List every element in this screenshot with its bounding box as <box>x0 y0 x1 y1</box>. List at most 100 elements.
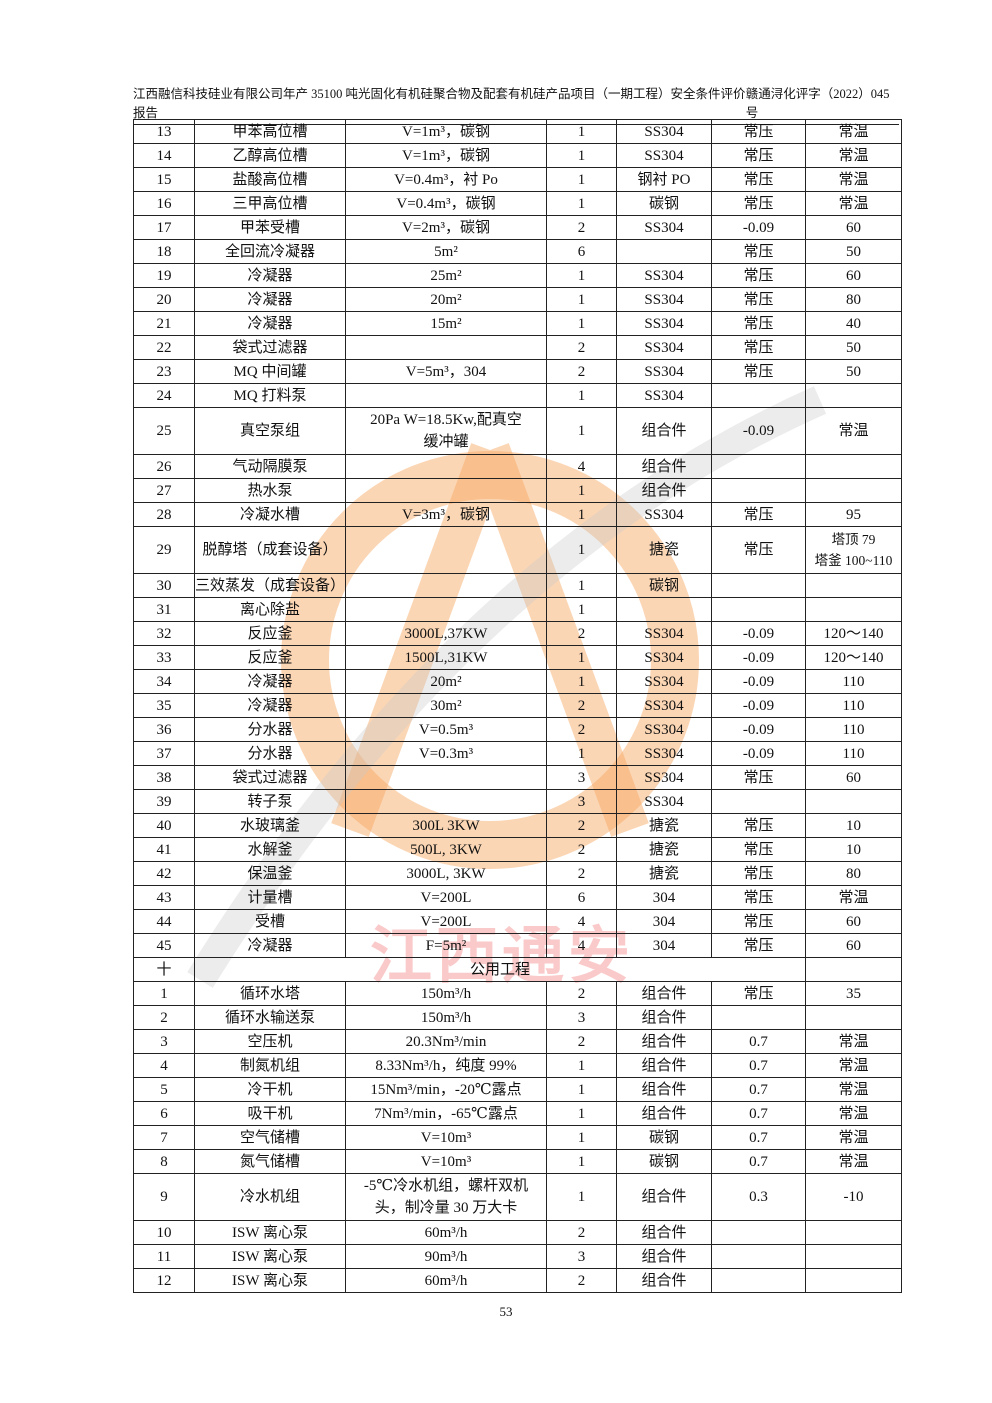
equipment-name-cell: 水玻璃釜 <box>194 813 346 838</box>
quantity-cell: 1 <box>546 1101 617 1126</box>
quantity-cell: 2 <box>546 813 617 838</box>
table-row: 11 ISW 离心泵 90m³/h 3 组合件 <box>133 1244 902 1269</box>
pressure-cell: -0.09 <box>711 215 806 240</box>
material-cell: 304 <box>616 909 712 934</box>
pressure-cell: 常压 <box>711 765 806 790</box>
item-no-cell: 41 <box>133 837 195 862</box>
equipment-table: 13 甲苯高位槽 V=1m³，碳钢 1 SS304 常压 常温 14 乙醇高位槽 V=1m³，碳钢… <box>133 119 902 1293</box>
table-row: 4 制氮机组 8.33Nm³/h，纯度 99% 1 组合件 0.7 常温 <box>133 1053 902 1078</box>
table-row: 24 MQ 打料泵 1 SS304 <box>133 383 902 408</box>
pressure-cell: -0.09 <box>711 621 806 646</box>
specification-cell <box>345 765 547 790</box>
specification-cell <box>345 573 547 598</box>
quantity-cell: 1 <box>546 143 617 168</box>
pressure-cell: 常压 <box>711 837 806 862</box>
quantity-cell: 3 <box>546 1244 617 1269</box>
material-cell: 组合件 <box>616 1244 712 1269</box>
table-row: 38 袋式过滤器 3 SS304 常压 60 <box>133 765 902 790</box>
equipment-name-cell: 袋式过滤器 <box>194 765 346 790</box>
material-cell: SS304 <box>616 502 712 527</box>
equipment-name-cell: 循环水输送泵 <box>194 1005 346 1030</box>
specification-cell: 300L 3KW <box>345 813 547 838</box>
temperature-cell: 50 <box>805 335 902 360</box>
temperature-cell: 10 <box>805 837 902 862</box>
specification-cell: V=1m³，碳钢 <box>345 119 547 144</box>
material-cell: 组合件 <box>616 1268 712 1293</box>
material-cell: SS304 <box>616 741 712 766</box>
temperature-cell: 常温 <box>805 1101 902 1126</box>
material-cell: 搪瓷 <box>616 813 712 838</box>
specification-cell: V=0.4m³，衬 Po <box>345 167 547 192</box>
table-row: 10 ISW 离心泵 60m³/h 2 组合件 <box>133 1220 902 1245</box>
item-no-cell: 16 <box>133 191 195 216</box>
table-row: 26 气动隔膜泵 4 组合件 <box>133 454 902 479</box>
pressure-cell: 0.7 <box>711 1101 806 1126</box>
equipment-name-cell: MQ 打料泵 <box>194 383 346 408</box>
equipment-name-cell: 冷凝水槽 <box>194 502 346 527</box>
quantity-cell: 6 <box>546 885 617 910</box>
equipment-name-cell: 气动隔膜泵 <box>194 454 346 479</box>
temperature-cell <box>805 454 902 479</box>
pressure-cell: 常压 <box>711 885 806 910</box>
temperature-cell: 110 <box>805 669 902 694</box>
quantity-cell: 1 <box>546 263 617 288</box>
pressure-cell: 常压 <box>711 359 806 384</box>
temperature-cell: 常温 <box>805 1053 902 1078</box>
quantity-cell: 1 <box>546 645 617 670</box>
equipment-name-cell: 甲苯受槽 <box>194 215 346 240</box>
equipment-name-cell: 袋式过滤器 <box>194 335 346 360</box>
pressure-cell <box>711 383 806 408</box>
item-no-cell: 23 <box>133 359 195 384</box>
quantity-cell: 2 <box>546 837 617 862</box>
temperature-cell: 常温 <box>805 1077 902 1102</box>
equipment-name-cell: 分水器 <box>194 741 346 766</box>
item-no-cell: 26 <box>133 454 195 479</box>
table-row: 18 全回流冷凝器 5m² 6 常压 50 <box>133 239 902 264</box>
specification-cell: V=5m³，304 <box>345 359 547 384</box>
pressure-cell: 0.3 <box>711 1173 806 1221</box>
equipment-name-cell: 空压机 <box>194 1029 346 1054</box>
equipment-name-cell: ISW 离心泵 <box>194 1220 346 1245</box>
table-row: 39 转子泵 3 SS304 <box>133 789 902 814</box>
quantity-cell: 1 <box>546 741 617 766</box>
quantity-cell: 2 <box>546 693 617 718</box>
temperature-cell: 40 <box>805 311 902 336</box>
item-no-cell: 25 <box>133 407 195 455</box>
pressure-cell: -0.09 <box>711 741 806 766</box>
quantity-cell: 1 <box>546 191 617 216</box>
table-row: 30 三效蒸发（成套设备） 1 碳钢 <box>133 573 902 598</box>
material-cell <box>616 597 712 622</box>
table-row: 28 冷凝水槽 V=3m³，碳钢 1 SS304 常压 95 <box>133 502 902 527</box>
item-no-cell: 30 <box>133 573 195 598</box>
specification-cell: -5℃冷水机组，螺杆双机 头，制冷量 30 万大卡 <box>345 1173 547 1221</box>
temperature-cell: 60 <box>805 263 902 288</box>
quantity-cell: 1 <box>546 407 617 455</box>
equipment-name-cell: 循环水塔 <box>194 981 346 1006</box>
specification-cell: 15m² <box>345 311 547 336</box>
item-no-cell: 10 <box>133 1220 195 1245</box>
specification-cell: V=0.5m³ <box>345 717 547 742</box>
item-no-cell: 4 <box>133 1053 195 1078</box>
specification-cell: 3000L,37KW <box>345 621 547 646</box>
quantity-cell: 4 <box>546 933 617 958</box>
material-cell: 组合件 <box>616 454 712 479</box>
temperature-cell <box>805 1005 902 1030</box>
pressure-cell: 0.7 <box>711 1077 806 1102</box>
item-no-cell: 29 <box>133 526 195 574</box>
pressure-cell: -0.09 <box>711 669 806 694</box>
specification-cell <box>345 383 547 408</box>
section-title: 公用工程 <box>194 957 806 982</box>
table-row: 43 计量槽 V=200L 6 304 常压 常温 <box>133 885 902 910</box>
quantity-cell: 1 <box>546 1173 617 1221</box>
temperature-cell: 常温 <box>805 191 902 216</box>
item-no-cell: 6 <box>133 1101 195 1126</box>
quantity-cell: 1 <box>546 573 617 598</box>
pressure-cell: 常压 <box>711 119 806 144</box>
pressure-cell: 常压 <box>711 909 806 934</box>
specification-cell <box>345 335 547 360</box>
pressure-cell: 0.7 <box>711 1029 806 1054</box>
equipment-name-cell: 离心除盐 <box>194 597 346 622</box>
quantity-cell: 3 <box>546 789 617 814</box>
pressure-cell: 常压 <box>711 191 806 216</box>
equipment-name-cell: 保温釜 <box>194 861 346 886</box>
